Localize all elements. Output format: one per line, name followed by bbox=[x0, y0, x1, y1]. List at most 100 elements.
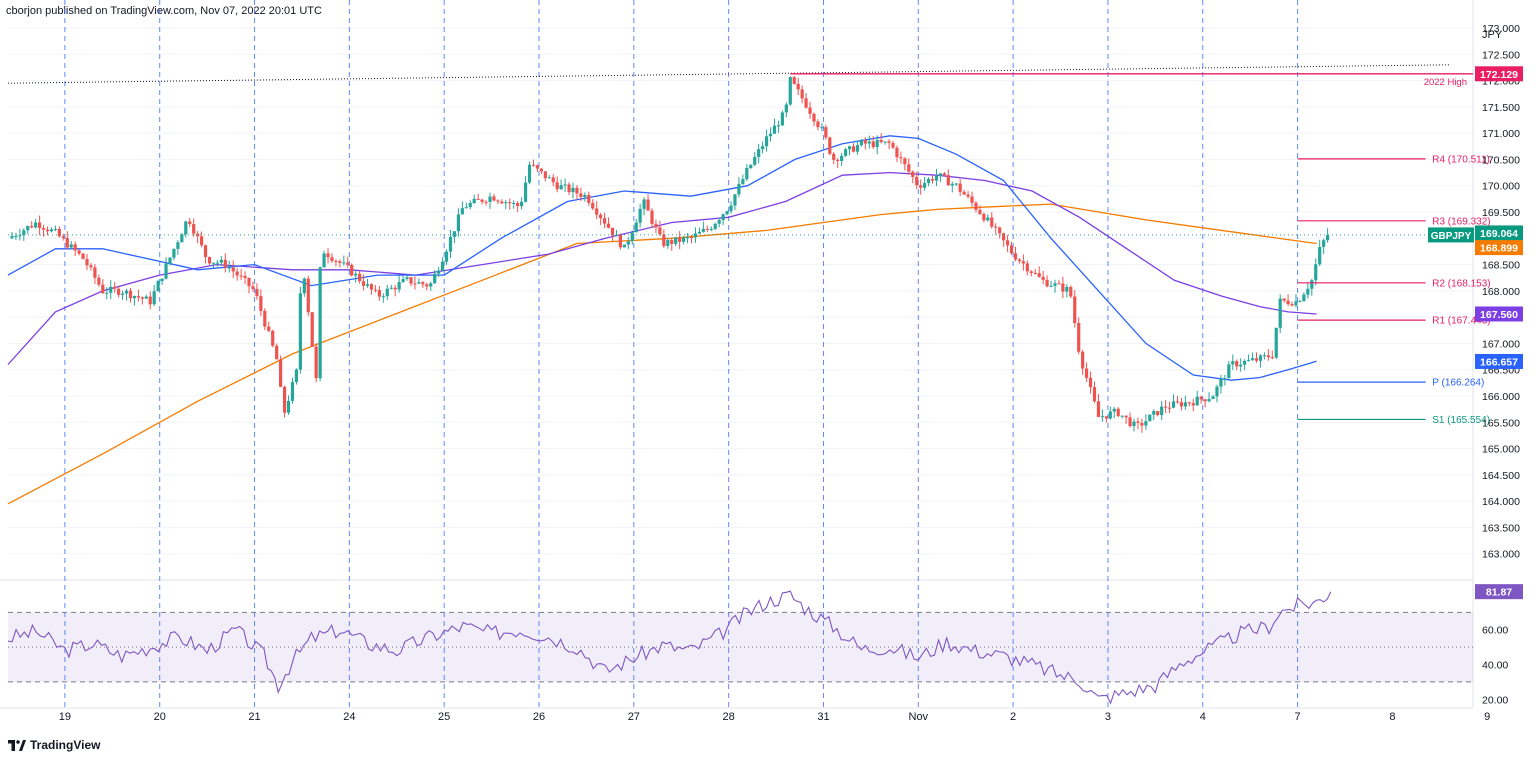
candle-body bbox=[591, 202, 595, 209]
candle-body bbox=[697, 231, 702, 234]
candle-body bbox=[1136, 421, 1140, 423]
candle-body bbox=[1231, 361, 1235, 365]
candle-body bbox=[393, 287, 397, 290]
candle-body bbox=[144, 296, 148, 299]
candle-body bbox=[271, 330, 275, 346]
candle-body bbox=[172, 248, 176, 258]
candle-body bbox=[460, 208, 464, 215]
candle-body bbox=[57, 228, 61, 237]
candle-body bbox=[1195, 396, 1199, 406]
candle-body bbox=[1258, 355, 1263, 361]
candle-body bbox=[306, 278, 310, 313]
candle-body bbox=[646, 199, 650, 211]
candle-body bbox=[867, 141, 871, 144]
candle-body bbox=[425, 284, 429, 287]
pivot-label: S1 (165.554) bbox=[1432, 415, 1490, 426]
candle-body bbox=[1250, 358, 1255, 360]
candle-body bbox=[982, 214, 986, 221]
candle-body bbox=[523, 182, 528, 202]
candle-body bbox=[780, 112, 784, 126]
candle-body bbox=[843, 149, 848, 156]
candle-body bbox=[196, 233, 200, 237]
candle-body bbox=[10, 236, 14, 239]
candle-body bbox=[575, 187, 579, 194]
x-tick-label: 19 bbox=[59, 711, 71, 723]
y-tick-label: 165.500 bbox=[1482, 417, 1520, 429]
candle-body bbox=[820, 127, 824, 129]
candle-body bbox=[207, 256, 212, 264]
candle-body bbox=[168, 257, 172, 264]
candle-body bbox=[930, 178, 935, 181]
candle-body bbox=[152, 291, 156, 305]
candle-body bbox=[81, 253, 85, 260]
rsi-value-tag: 81.87 bbox=[1486, 587, 1512, 599]
candle-body bbox=[1191, 403, 1195, 406]
candle-body bbox=[855, 145, 860, 152]
candle-body bbox=[215, 262, 219, 264]
candle-body bbox=[468, 203, 472, 208]
candle-body bbox=[188, 221, 192, 225]
candle-body bbox=[433, 273, 437, 284]
candle-body bbox=[409, 277, 413, 284]
tradingview-logo-icon bbox=[8, 739, 26, 751]
y-tick-label: 169.500 bbox=[1482, 207, 1520, 219]
rsi-tick-label: 20.00 bbox=[1482, 694, 1508, 706]
candle-body bbox=[587, 194, 591, 203]
candle-body bbox=[891, 142, 895, 148]
candle-body bbox=[69, 244, 73, 248]
candle-body bbox=[41, 228, 46, 230]
candle-body bbox=[128, 290, 133, 299]
candle-body bbox=[286, 400, 291, 413]
x-tick-label: 26 bbox=[533, 711, 545, 723]
footer-brand[interactable]: TradingView bbox=[30, 738, 101, 752]
price-tag: 166.657 bbox=[1480, 356, 1518, 368]
candle-body bbox=[840, 155, 844, 161]
candle-body bbox=[654, 223, 658, 228]
candle-body bbox=[34, 222, 38, 228]
candle-body bbox=[480, 199, 484, 202]
x-tick-label: 3 bbox=[1105, 711, 1111, 723]
candle-body bbox=[1152, 411, 1156, 415]
y-tick-label: 168.500 bbox=[1482, 260, 1520, 272]
candle-body bbox=[77, 250, 81, 254]
candle-body bbox=[836, 159, 840, 161]
price-tag: 172.129 bbox=[1480, 69, 1518, 81]
candle-body bbox=[243, 276, 247, 278]
candle-body bbox=[1140, 422, 1144, 426]
candle-body bbox=[788, 77, 792, 105]
candle-body bbox=[784, 104, 788, 113]
candle-body bbox=[970, 196, 974, 203]
candle-body bbox=[223, 259, 227, 268]
x-tick-label: 25 bbox=[438, 711, 450, 723]
y-tick-label: 170.000 bbox=[1482, 181, 1520, 193]
candle-body bbox=[1318, 246, 1322, 265]
candle-body bbox=[358, 273, 362, 282]
price-chart[interactable]: R4 (170.511) R3 (169.332) R2 (168.153) R1 (… bbox=[0, 0, 1536, 735]
candle-body bbox=[1167, 407, 1172, 409]
candle-body bbox=[1187, 402, 1191, 404]
candle-body bbox=[1223, 378, 1227, 380]
candle-body bbox=[986, 217, 990, 221]
candle-body bbox=[571, 187, 575, 193]
candle-body bbox=[670, 240, 674, 244]
candle-body bbox=[1322, 240, 1326, 247]
candle-body bbox=[768, 133, 773, 137]
candle-body bbox=[761, 146, 765, 150]
pivot-label: R3 (169.332) bbox=[1432, 216, 1490, 227]
candle-body bbox=[1306, 288, 1310, 295]
rsi-line bbox=[7, 590, 1332, 705]
candle-body bbox=[89, 265, 93, 268]
candle-body bbox=[1314, 264, 1318, 281]
candle-body bbox=[492, 196, 496, 201]
candle-body bbox=[512, 202, 516, 204]
x-tick-label: 9 bbox=[1484, 711, 1490, 723]
candle-body bbox=[721, 214, 725, 221]
candle-body bbox=[314, 346, 318, 379]
candle-body bbox=[863, 140, 867, 144]
pivot-label: R4 (170.511) bbox=[1432, 154, 1490, 165]
candle-body bbox=[974, 202, 978, 210]
x-tick-label: Nov bbox=[909, 711, 929, 723]
rsi-tick-label: 60.00 bbox=[1482, 625, 1508, 637]
ma-orange-line bbox=[7, 203, 1317, 505]
candle-body bbox=[1266, 355, 1270, 358]
